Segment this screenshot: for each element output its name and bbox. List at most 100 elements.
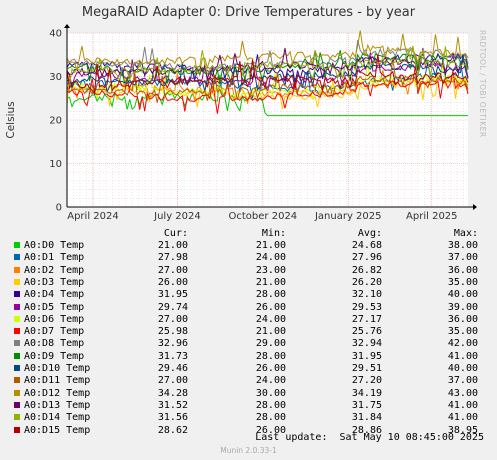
legend-value-max: 39.00 [447,301,478,313]
legend-series-name: A0:D13 Temp [24,399,91,411]
legend-header-min: Min: [261,228,286,239]
tick-labels: 0 10 20 30 40 April 2024 July 2024 October 2024… [5,29,458,223]
legend-value-min: 28.00 [255,350,286,362]
legend-swatch [14,340,20,347]
legend-value-min: 24.00 [255,252,286,264]
legend-value-min: 21.00 [255,240,286,251]
x-tick-label: April 2025 [406,211,457,222]
legend-value-cur: 31.95 [157,289,188,301]
legend-value-max: 40.00 [447,363,478,374]
legend-value-cur: 31.56 [157,412,188,424]
legend-row: A0:D2 Temp 27.00 23.00 26.82 36.00 [0,265,497,277]
legend-swatch [14,328,20,335]
legend-value-max: 35.00 [447,326,478,338]
legend-swatch [14,401,20,408]
legend-row: A0:D3 Temp 26.00 21.00 26.20 35.00 [0,277,497,289]
legend-swatch [14,254,20,261]
legend-value-max: 38.00 [447,240,478,251]
legend-swatch [14,426,20,433]
series-line-a0-d14-temp [66,45,469,85]
y-tick-label: 20 [49,116,62,127]
legend-value-min: 28.00 [255,289,286,301]
legend-swatch [14,414,20,421]
legend-value-avg: 26.20 [351,276,382,288]
x-axis-arrow [473,204,477,210]
y-tick-label: 0 [56,203,62,214]
legend-value-min: 26.00 [255,301,286,313]
legend-value-max: 36.00 [447,264,478,276]
legend-value-cur: 26.00 [157,276,188,288]
legend-value-avg: 28.86 [351,424,382,436]
y-tick-label: 10 [49,159,62,170]
y-tick-label: 30 [49,72,62,83]
legend-value-max: 43.00 [447,387,478,399]
legend-swatch [14,352,20,359]
legend-series-name: A0:D3 Temp [24,276,85,288]
legend-value-min: 28.00 [255,399,286,411]
legend-value-min: 29.00 [255,338,286,350]
legend-series-name: A0:D1 Temp [24,252,85,264]
legend-value-max: 37.00 [447,375,478,387]
legend-value-cur: 27.98 [157,252,188,264]
legend-value-avg: 26.82 [351,264,382,276]
legend-swatch [14,266,20,273]
legend-header-max: Max: [453,228,478,239]
legend-value-avg: 32.94 [351,338,382,350]
legend-value-min: 24.00 [255,313,286,325]
legend-swatch [14,389,20,396]
legend-swatch [14,377,20,384]
legend-series-name: A0:D11 Temp [24,375,91,387]
legend-value-max: 35.00 [447,276,478,288]
legend-value-cur: 31.73 [157,350,188,362]
legend-swatch [14,365,20,371]
legend-series-name: A0:D7 Temp [24,326,85,338]
series-line-a0-d3-temp [66,73,469,109]
legend-series-name: A0:D8 Temp [24,338,85,350]
series-line-a0-d13-temp [66,47,469,80]
legend-row: A0:D10 Temp 29.46 26.00 29.51 40.00 [0,363,497,375]
legend-value-max: 40.00 [447,289,478,301]
legend-value-cur: 32.96 [157,338,188,350]
legend-value-avg: 32.10 [351,289,382,301]
legend-row: A0:D4 Temp 31.95 28.00 32.10 40.00 [0,289,497,301]
legend-header-cur: Cur: [163,228,188,239]
legend-row: A0:D6 Temp 27.00 24.00 27.17 36.00 [0,314,497,326]
legend-row: A0:D13 Temp 31.52 28.00 31.75 41.00 [0,400,497,412]
legend-value-min: 21.00 [255,326,286,338]
legend-value-avg: 31.95 [351,350,382,362]
legend-row: A0:D14 Temp 31.56 28.00 31.84 41.00 [0,412,497,424]
legend-series-name: A0:D5 Temp [24,301,85,313]
legend-swatch [14,278,20,285]
legend-value-min: 24.00 [255,375,286,387]
legend-value-min: 26.00 [255,363,286,374]
legend-value-avg: 31.75 [351,399,382,411]
legend-series-name: A0:D15 Temp [24,424,91,436]
legend-value-avg: 27.20 [351,375,382,387]
legend-value-cur: 29.74 [157,301,188,313]
legend-swatch [14,315,20,322]
legend-swatch [14,303,20,310]
legend-row: A0:D7 Temp 25.98 21.00 25.76 35.00 [0,326,497,338]
legend-value-min: 26.00 [255,424,286,436]
last-update: Last update: Sat May 10 08:45:00 2025 [255,432,484,443]
legend-value-cur: 27.00 [157,313,188,325]
legend-value-avg: 24.68 [351,240,382,251]
series-line-a0-d0-temp [66,74,468,117]
chart-area: 0 10 20 30 40 April 2024 July 2024 October 2024… [5,24,477,223]
legend-value-max: 37.00 [447,252,478,264]
legend-value-avg: 25.76 [351,326,382,338]
series-line-a0-d11-temp [66,58,469,103]
y-axis-label: Celsius [5,101,17,138]
legend-row: A0:D5 Temp 29.74 26.00 29.53 39.00 [0,302,497,314]
legend-series-name: A0:D10 Temp [24,363,91,374]
legend-series-name: A0:D6 Temp [24,313,85,325]
x-tick-label: January 2025 [314,211,382,222]
legend-value-max: 38.95 [447,424,478,436]
legend-value-cur: 25.98 [157,326,188,338]
legend-value-max: 41.00 [447,350,478,362]
x-tick-label: April 2024 [67,211,118,222]
legend-value-min: 23.00 [255,264,286,276]
legend-value-min: 21.00 [255,276,286,288]
legend-value-cur: 29.46 [157,363,188,374]
legend-value-cur: 31.52 [157,399,188,411]
